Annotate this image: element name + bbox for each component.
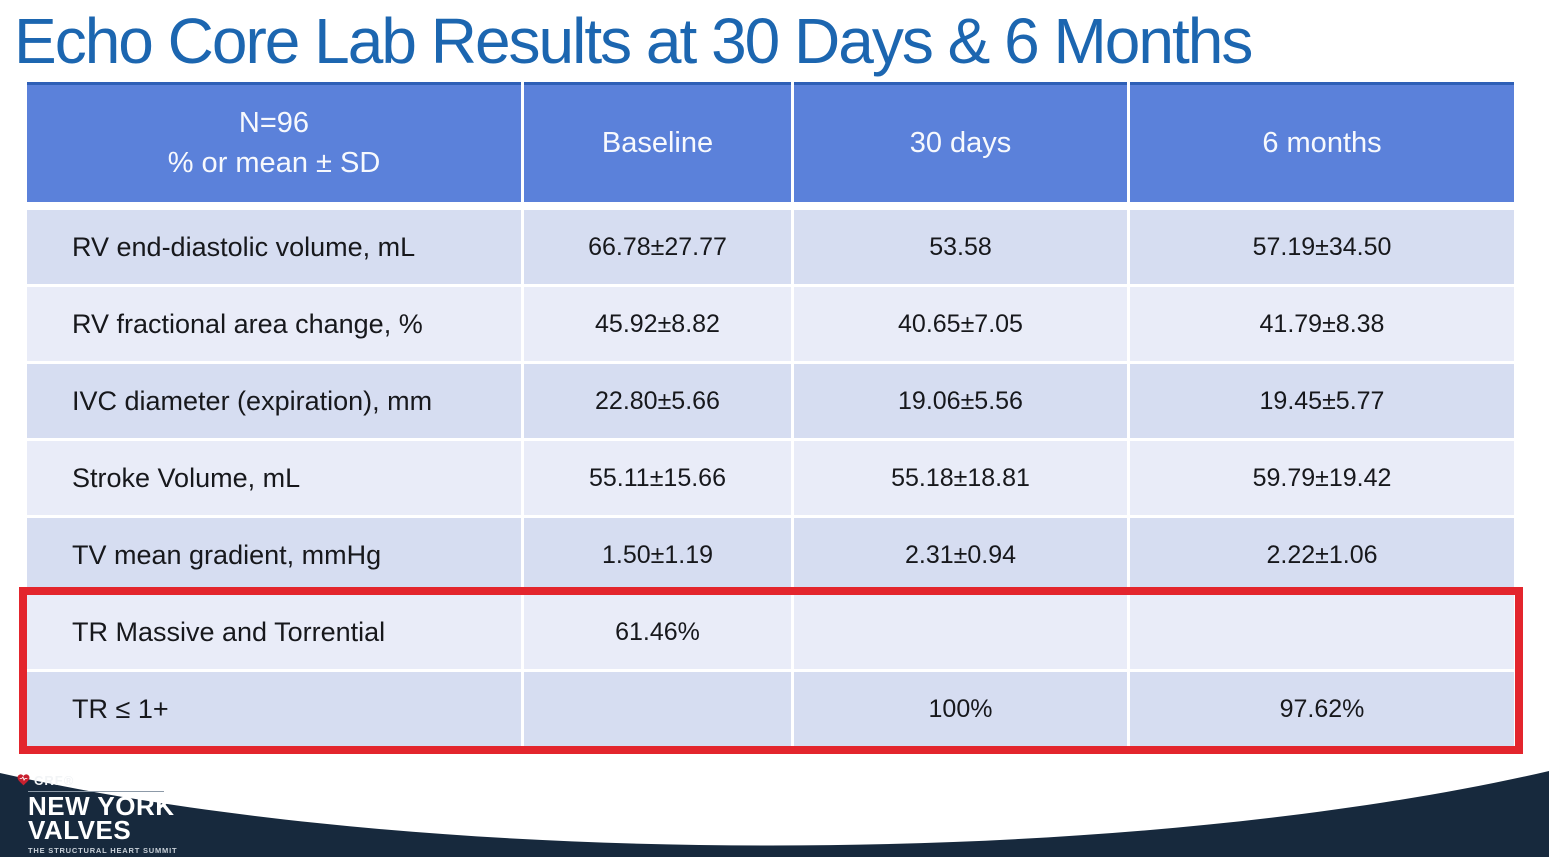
- header-cell-baseline: Baseline: [524, 82, 791, 202]
- header-cell-30days: 30 days: [794, 82, 1127, 202]
- cell-30days: 100%: [794, 672, 1127, 746]
- cell-baseline: [524, 672, 791, 746]
- slide-title: Echo Core Lab Results at 30 Days & 6 Mon…: [14, 5, 1253, 77]
- cell-30days: 53.58: [794, 210, 1127, 284]
- row-label: Stroke Volume, mL: [27, 441, 521, 515]
- row-label: TV mean gradient, mmHg: [27, 518, 521, 592]
- cell-30days: 2.31±0.94: [794, 518, 1127, 592]
- row-label: TR ≤ 1+: [27, 672, 521, 746]
- logo-divider: [28, 791, 164, 792]
- cell-6months: 19.45±5.77: [1130, 364, 1514, 438]
- cell-30days: 19.06±5.56: [794, 364, 1127, 438]
- cell-6months: 97.62%: [1130, 672, 1514, 746]
- conference-logo: CRF® NEW YORK VALVES THE STRUCTURAL HEAR…: [17, 772, 237, 855]
- header-n-line1: N=96: [238, 107, 310, 140]
- cell-6months: 59.79±19.42: [1130, 441, 1514, 515]
- cell-30days: 55.18±18.81: [794, 441, 1127, 515]
- logo-new-york: NEW YORK: [28, 791, 175, 821]
- cell-6months: [1130, 595, 1514, 669]
- cell-baseline: 1.50±1.19: [524, 518, 791, 592]
- table-body: RV end-diastolic volume, mL 66.78±27.77 …: [27, 210, 1514, 746]
- footer-swoosh: [0, 771, 1549, 857]
- row-label: RV fractional area change, %: [27, 287, 521, 361]
- header-cell-n: N=96 % or mean ± SD: [27, 82, 521, 202]
- cell-6months: 2.22±1.06: [1130, 518, 1514, 592]
- row-label: RV end-diastolic volume, mL: [27, 210, 521, 284]
- crf-logo-row: CRF®: [17, 772, 237, 788]
- cell-baseline: 66.78±27.77: [524, 210, 791, 284]
- cell-baseline: 22.80±5.66: [524, 364, 791, 438]
- logo-tagline: THE STRUCTURAL HEART SUMMIT: [28, 846, 178, 855]
- cell-baseline: 45.92±8.82: [524, 287, 791, 361]
- crf-heart-icon: [17, 774, 30, 786]
- logo-valves: VALVES: [28, 815, 132, 845]
- row-label: IVC diameter (expiration), mm: [27, 364, 521, 438]
- cell-6months: 57.19±34.50: [1130, 210, 1514, 284]
- header-cell-6months: 6 months: [1130, 82, 1514, 202]
- table-header-row: N=96 % or mean ± SD Baseline 30 days 6 m…: [27, 82, 1514, 202]
- cell-baseline: 61.46%: [524, 595, 791, 669]
- results-table: N=96 % or mean ± SD Baseline 30 days 6 m…: [27, 82, 1514, 746]
- cell-6months: 41.79±8.38: [1130, 287, 1514, 361]
- cell-baseline: 55.11±15.66: [524, 441, 791, 515]
- crf-logo-text: CRF®: [34, 772, 75, 788]
- row-label: TR Massive and Torrential: [27, 595, 521, 669]
- header-n-line2: % or mean ± SD: [167, 146, 381, 179]
- cell-30days: 40.65±7.05: [794, 287, 1127, 361]
- cell-30days: [794, 595, 1127, 669]
